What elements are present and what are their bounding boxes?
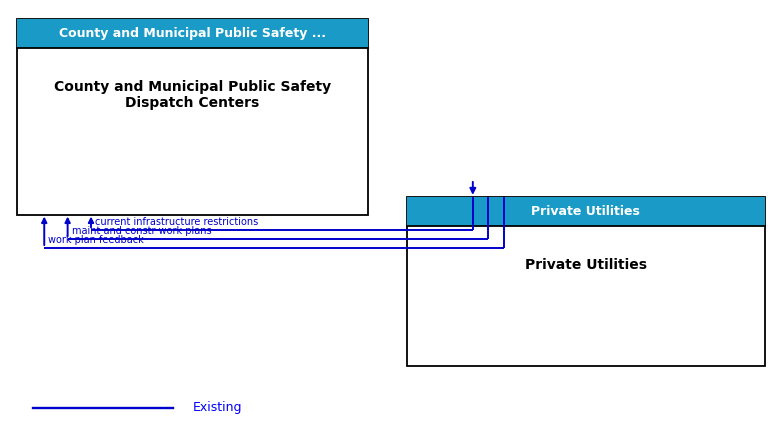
Text: work plan feedback: work plan feedback <box>48 235 144 245</box>
Bar <box>17 19 368 48</box>
Text: Private Utilities: Private Utilities <box>531 205 640 218</box>
Bar <box>407 197 765 226</box>
Bar <box>407 197 765 366</box>
Text: maint and constr work plans: maint and constr work plans <box>71 226 211 236</box>
Text: Private Utilities: Private Utilities <box>525 258 647 272</box>
Text: County and Municipal Public Safety ...: County and Municipal Public Safety ... <box>59 27 326 40</box>
Text: Existing: Existing <box>192 401 242 414</box>
Bar <box>17 19 368 215</box>
Text: current infrastructure restrictions: current infrastructure restrictions <box>95 217 258 227</box>
Text: County and Municipal Public Safety
Dispatch Centers: County and Municipal Public Safety Dispa… <box>54 80 331 110</box>
